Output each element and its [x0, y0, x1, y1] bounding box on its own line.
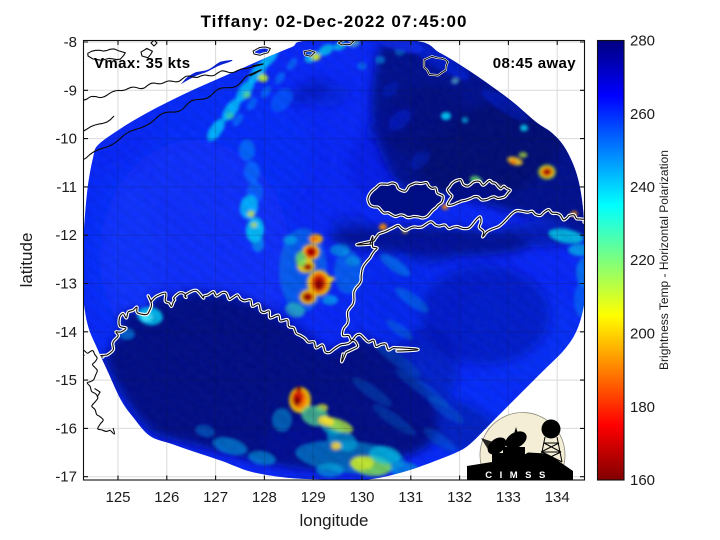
svg-text:-13: -13 [55, 276, 77, 293]
svg-text:132: 132 [447, 489, 472, 506]
svg-text:240: 240 [630, 179, 655, 196]
svg-text:Tiffany: 02-Dec-2022 07:45:00: Tiffany: 02-Dec-2022 07:45:00 [201, 12, 468, 31]
svg-text:134: 134 [545, 489, 570, 506]
svg-text:-10: -10 [55, 131, 77, 148]
svg-text:180: 180 [630, 399, 655, 416]
svg-text:280: 280 [630, 33, 655, 50]
svg-text:-12: -12 [55, 227, 77, 244]
svg-text:127: 127 [203, 489, 228, 506]
svg-text:126: 126 [154, 489, 179, 506]
svg-text:08:45 away: 08:45 away [493, 55, 576, 72]
svg-text:-15: -15 [55, 372, 77, 389]
svg-text:125: 125 [105, 489, 130, 506]
svg-text:Brightness Temp - Horizontal P: Brightness Temp - Horizontal Polarizatio… [657, 150, 671, 370]
svg-text:longitude: longitude [299, 511, 368, 530]
svg-text:129: 129 [301, 489, 326, 506]
svg-text:131: 131 [398, 489, 423, 506]
svg-text:-14: -14 [55, 324, 77, 341]
svg-text:220: 220 [630, 252, 655, 269]
svg-text:200: 200 [630, 326, 655, 343]
svg-text:160: 160 [630, 472, 655, 489]
svg-text:-8: -8 [64, 34, 77, 51]
svg-text:CIMSS: CIMSS [485, 470, 553, 481]
svg-text:260: 260 [630, 106, 655, 123]
svg-text:-9: -9 [64, 82, 77, 99]
svg-text:-17: -17 [55, 469, 77, 486]
svg-text:128: 128 [252, 489, 277, 506]
svg-text:-16: -16 [55, 420, 77, 437]
svg-text:133: 133 [496, 489, 521, 506]
svg-text:130: 130 [349, 489, 374, 506]
svg-text:Vmax: 35 kts: Vmax: 35 kts [94, 55, 191, 72]
svg-text:latitude: latitude [17, 233, 36, 288]
svg-text:-11: -11 [56, 179, 77, 196]
